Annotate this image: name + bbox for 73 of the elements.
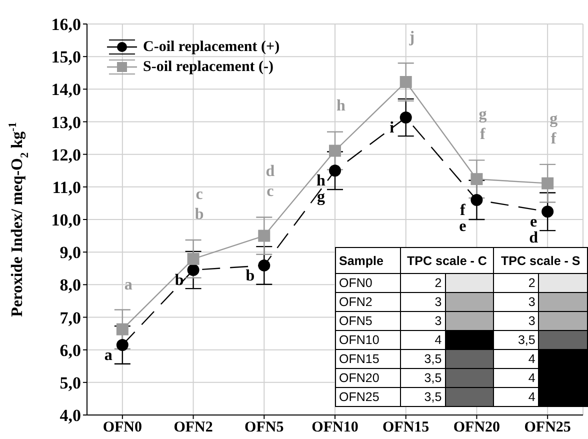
y-tick-label: 12,0	[51, 145, 81, 164]
data-label: g f	[478, 106, 487, 143]
data-label: i	[390, 119, 395, 136]
data-label: 3	[400, 312, 446, 330]
y-tick-label: 8,0	[60, 276, 81, 295]
y-tick-label: OFN0	[336, 274, 400, 292]
point	[187, 252, 200, 265]
point	[187, 264, 200, 276]
data-label: a	[104, 346, 112, 364]
data-label: 2	[400, 274, 446, 292]
data-label: 3,5	[400, 368, 446, 388]
x-tick-label: OFN10	[312, 420, 358, 436]
data-label: 2	[494, 274, 539, 292]
legend-label: S-oil replacement (-)	[143, 58, 274, 76]
point	[329, 164, 341, 177]
y-axis-title: Sample	[336, 248, 400, 274]
y-tick-label: 13,0	[51, 112, 81, 132]
data-label: 3,5	[400, 388, 446, 406]
x-tick-label: OFN0	[102, 420, 142, 436]
y-tick-label: OFN25	[336, 388, 400, 406]
data-label: h g	[316, 172, 326, 206]
y-tick-label: OFN20	[336, 368, 400, 388]
point	[470, 194, 483, 206]
data-label: 4	[400, 330, 446, 350]
data-label: 3,5	[400, 350, 446, 368]
point	[258, 259, 270, 272]
x-tick-label: TPC scale - S	[494, 248, 588, 274]
data-label: d c	[266, 162, 275, 200]
point	[329, 144, 341, 157]
y-tick-label: 4,0	[60, 406, 81, 426]
data-label: 4	[494, 388, 539, 406]
point	[116, 338, 128, 351]
y-tick-label: OFN10	[336, 330, 400, 350]
y-tick-label: 11,0	[52, 178, 81, 197]
y-tick-label: 16,0	[51, 15, 81, 34]
x-tick-label: TPC scale - C	[400, 248, 494, 274]
y-tick-label: 9,0	[60, 243, 81, 262]
x-tick-label: OFN20	[453, 420, 500, 436]
x-tick-label: OFN5	[244, 420, 284, 436]
point	[400, 112, 412, 124]
data-label: j	[408, 28, 415, 46]
y-tick-label: OFN5	[336, 312, 400, 330]
x-tick-label: OFN2	[174, 420, 213, 436]
point	[400, 76, 412, 88]
point	[116, 323, 128, 336]
legend-label: C-oil replacement (+)	[143, 38, 280, 56]
y-tick-label: 10,0	[51, 210, 81, 230]
y-tick-label: 5,0	[60, 373, 81, 392]
data-label: f e	[459, 202, 466, 235]
data-label: g f	[550, 110, 558, 148]
data-label: c b	[194, 186, 204, 223]
data-label: 4	[494, 350, 539, 368]
point	[258, 230, 270, 242]
y-tick-label: 6,0	[60, 340, 81, 360]
x-tick-label: OFN15	[382, 420, 430, 436]
data-label: 3	[400, 292, 446, 312]
data-label: 3	[494, 312, 539, 330]
data-label: h	[336, 97, 346, 114]
point	[470, 173, 483, 186]
data-label: 3	[494, 292, 539, 312]
y-tick-label: 7,0	[60, 308, 81, 328]
y-tick-label: 14,0	[51, 80, 81, 100]
y-tick-label: 15,0	[51, 48, 81, 67]
data-label: a	[124, 276, 132, 293]
data-label: b	[246, 267, 255, 284]
data-label: 3,5	[494, 330, 539, 350]
x-tick-label: OFN25	[524, 420, 571, 436]
data-label: e d	[529, 213, 538, 246]
point	[542, 206, 554, 218]
y-tick-label: OFN2	[336, 292, 400, 312]
data-label: 4	[494, 368, 539, 388]
y-tick-label: OFN15	[336, 350, 400, 368]
point	[542, 177, 554, 190]
